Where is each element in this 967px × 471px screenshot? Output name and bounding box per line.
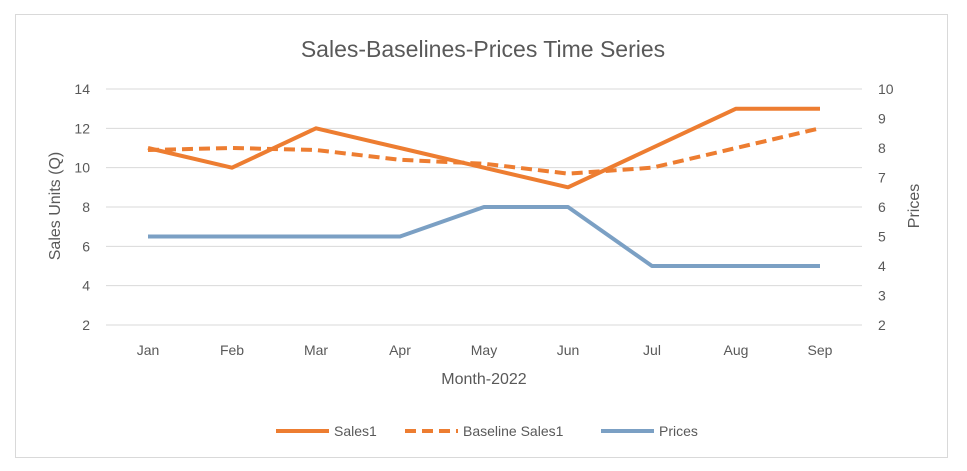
y-tick-label: 6 xyxy=(82,238,90,254)
y-tick-label: 12 xyxy=(74,120,90,136)
chart-title: Sales-Baselines-Prices Time Series xyxy=(301,36,665,62)
legend-label: Baseline Sales1 xyxy=(463,423,564,439)
series-line xyxy=(147,106,820,190)
y-tick-label: 8 xyxy=(82,199,90,215)
x-tick-label: Jan xyxy=(137,342,160,358)
x-tick-label: May xyxy=(471,342,497,358)
legend-label: Prices xyxy=(659,423,698,439)
legend-label: Sales1 xyxy=(334,423,377,439)
y2-tick-label: 4 xyxy=(878,258,886,274)
y-tick-label: 4 xyxy=(82,278,90,294)
y2-tick-label: 9 xyxy=(878,111,886,127)
y2-tick-label: 5 xyxy=(878,229,886,245)
y-tick-label: 2 xyxy=(82,317,90,333)
y-tick-label: 14 xyxy=(74,81,90,97)
y2-axis-ticks: 2 3 4 5 6 7 8 9 10 xyxy=(878,81,894,333)
y2-tick-label: 7 xyxy=(878,170,886,186)
x-axis-title: Month-2022 xyxy=(441,371,526,388)
x-tick-label: Jul xyxy=(643,342,661,358)
x-tick-label: Sep xyxy=(808,342,833,358)
y2-tick-label: 3 xyxy=(878,288,886,304)
y2-tick-label: 8 xyxy=(878,140,886,156)
y2-tick-label: 6 xyxy=(878,199,886,215)
y2-tick-label: 10 xyxy=(878,81,894,97)
series-line xyxy=(147,126,821,176)
x-tick-label: Feb xyxy=(220,342,244,358)
y2-axis-title: Prices xyxy=(906,184,923,228)
legend: Sales1 Baseline Sales1 Prices xyxy=(276,423,698,439)
y2-tick-label: 2 xyxy=(878,317,886,333)
x-axis-ticks: Jan Feb Mar Apr May Jun Jul Aug Sep xyxy=(137,342,833,358)
y-axis-ticks: 2 4 6 8 10 12 14 xyxy=(74,81,90,333)
x-tick-label: Jun xyxy=(557,342,580,358)
x-tick-label: Mar xyxy=(304,342,328,358)
series-lines xyxy=(147,106,821,268)
x-tick-label: Aug xyxy=(724,342,749,358)
x-tick-label: Apr xyxy=(389,342,411,358)
y-axis-title: Sales Units (Q) xyxy=(47,152,64,260)
series-line xyxy=(148,205,820,268)
y-tick-label: 10 xyxy=(74,160,90,176)
